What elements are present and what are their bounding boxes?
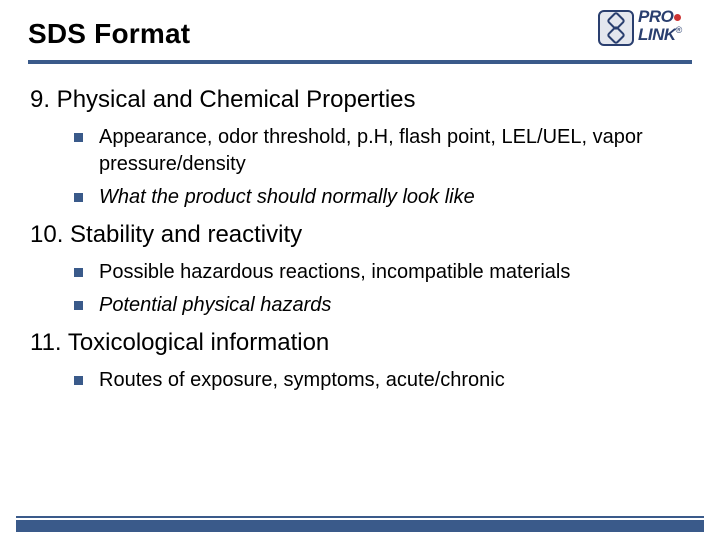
bullet-list: Appearance, odor threshold, p.H, flash p…: [30, 124, 690, 211]
bullet-list: Routes of exposure, symptoms, acute/chro…: [30, 367, 690, 394]
bullet-text: Possible hazardous reactions, incompatib…: [99, 259, 680, 286]
chain-link-icon: [598, 10, 634, 46]
bullet-icon: [74, 193, 83, 202]
bullet-icon: [74, 301, 83, 310]
section-10: 10. Stability and reactivity Possible ha…: [30, 221, 690, 319]
list-item: Possible hazardous reactions, incompatib…: [74, 259, 680, 286]
section-heading: 10. Stability and reactivity: [30, 221, 690, 249]
logo-line1: PRO: [638, 7, 673, 26]
footer-thick-bar: [16, 520, 704, 532]
footer-thin-line: [16, 516, 704, 518]
bullet-icon: [74, 376, 83, 385]
list-item: Routes of exposure, symptoms, acute/chro…: [74, 367, 680, 394]
section-11: 11. Toxicological information Routes of …: [30, 329, 690, 394]
bullet-list: Possible hazardous reactions, incompatib…: [30, 259, 690, 319]
logo-text: PRO LINK®: [638, 8, 682, 44]
list-item: Potential physical hazards: [74, 292, 680, 319]
header: SDS Format PRO LINK®: [0, 0, 720, 72]
list-item: What the product should normally look li…: [74, 184, 680, 211]
bullet-icon: [74, 268, 83, 277]
list-item: Appearance, odor threshold, p.H, flash p…: [74, 124, 680, 178]
logo-dot-icon: [674, 14, 681, 21]
section-heading: 9. Physical and Chemical Properties: [30, 86, 690, 114]
logo-line2: LINK: [638, 25, 676, 44]
bullet-text: Routes of exposure, symptoms, acute/chro…: [99, 367, 680, 394]
footer: [0, 510, 720, 540]
content: 9. Physical and Chemical Properties Appe…: [0, 72, 720, 394]
bullet-text: Appearance, odor threshold, p.H, flash p…: [99, 124, 680, 178]
bullet-text: What the product should normally look li…: [99, 184, 680, 211]
page-title: SDS Format: [28, 18, 692, 50]
title-underline: [28, 60, 692, 64]
section-9: 9. Physical and Chemical Properties Appe…: [30, 86, 690, 211]
bullet-text: Potential physical hazards: [99, 292, 680, 319]
registered-mark: ®: [676, 25, 683, 35]
section-heading: 11. Toxicological information: [30, 329, 690, 357]
bullet-icon: [74, 133, 83, 142]
brand-logo: PRO LINK®: [598, 4, 706, 52]
